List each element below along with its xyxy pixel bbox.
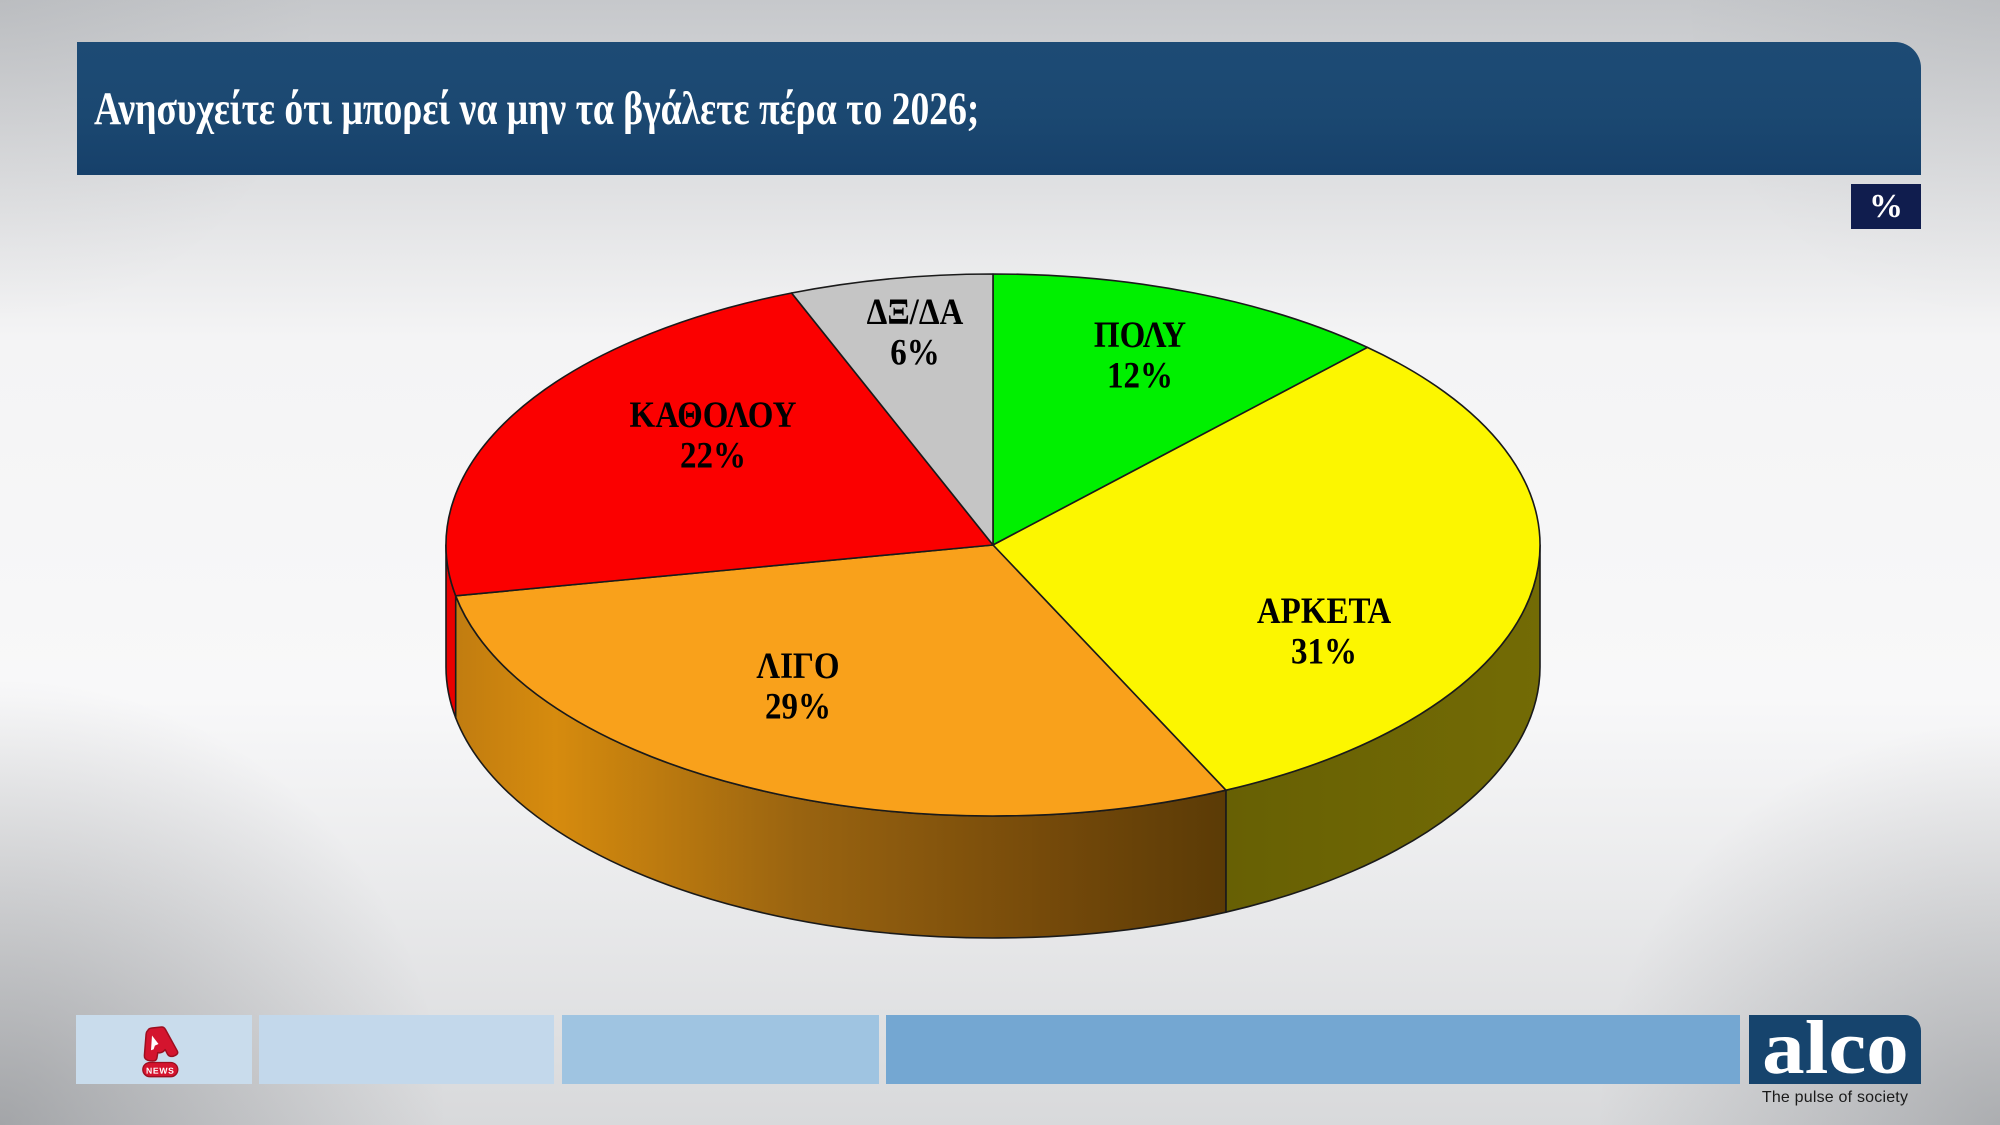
svg-text:NEWS: NEWS [146, 1066, 175, 1076]
